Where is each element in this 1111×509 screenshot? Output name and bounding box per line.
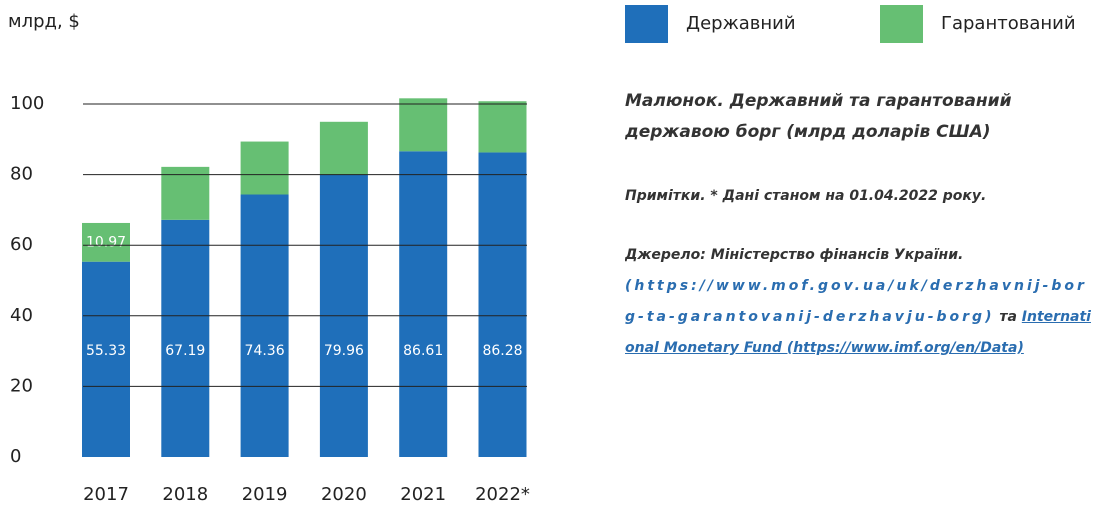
data-label: 55.33 [86, 343, 126, 359]
y-tick-label: 20 [10, 375, 33, 396]
legend-label: Гарантований [941, 13, 1076, 34]
source-and: та [999, 309, 1017, 325]
source-prefix: Джерело: Міністерство фінансів України. [625, 247, 964, 263]
y-tick-label: 40 [10, 305, 33, 326]
source-link[interactable]: (https://www.mof.gov.ua/uk/derzhavnij-bo… [625, 278, 1087, 325]
bar-segment [478, 152, 527, 458]
x-tick-label: 2017 [83, 484, 129, 505]
data-label: 86.61 [403, 343, 443, 359]
y-tick-label: 100 [10, 93, 44, 114]
legend-swatch [625, 5, 668, 43]
data-label: 79.96 [324, 343, 364, 359]
data-label: 86.28 [482, 343, 522, 359]
x-tick-label: 2021 [400, 484, 446, 505]
bar-segment [240, 194, 289, 457]
bar-segment [478, 101, 527, 153]
bar-segment [82, 261, 130, 457]
source-link[interactable]: International Monetary Fund (https://www… [625, 309, 1091, 356]
data-label: 67.19 [165, 343, 205, 359]
bar-segment [319, 121, 368, 175]
bar-segment [399, 98, 448, 152]
side-text: Малюнок. Державний та гарантований держа… [625, 86, 1111, 364]
legend-swatch [880, 5, 923, 43]
x-tick-label: 2019 [242, 484, 288, 505]
data-label: 10.97 [86, 234, 126, 250]
x-tick-label: 2018 [162, 484, 208, 505]
note: Примітки. * Дані станом на 01.04.2022 ро… [625, 188, 987, 204]
caption: Малюнок. Державний та гарантований держа… [625, 91, 1012, 142]
legend-label: Державний [686, 13, 796, 34]
y-tick-label: 60 [10, 234, 33, 255]
source: Джерело: Міністерство фінансів України. … [625, 240, 1111, 364]
bar-segment [82, 222, 130, 262]
bar-segment [240, 141, 289, 195]
y-axis-label: млрд, $ [8, 11, 80, 32]
bar-segment [161, 219, 210, 457]
x-tick-label: 2022* [475, 484, 530, 505]
data-label: 74.36 [245, 343, 285, 359]
y-tick-label: 0 [10, 446, 21, 467]
bar-segment [161, 166, 210, 220]
bar-segment [399, 151, 448, 457]
x-tick-label: 2020 [321, 484, 367, 505]
y-tick-label: 80 [10, 164, 33, 185]
